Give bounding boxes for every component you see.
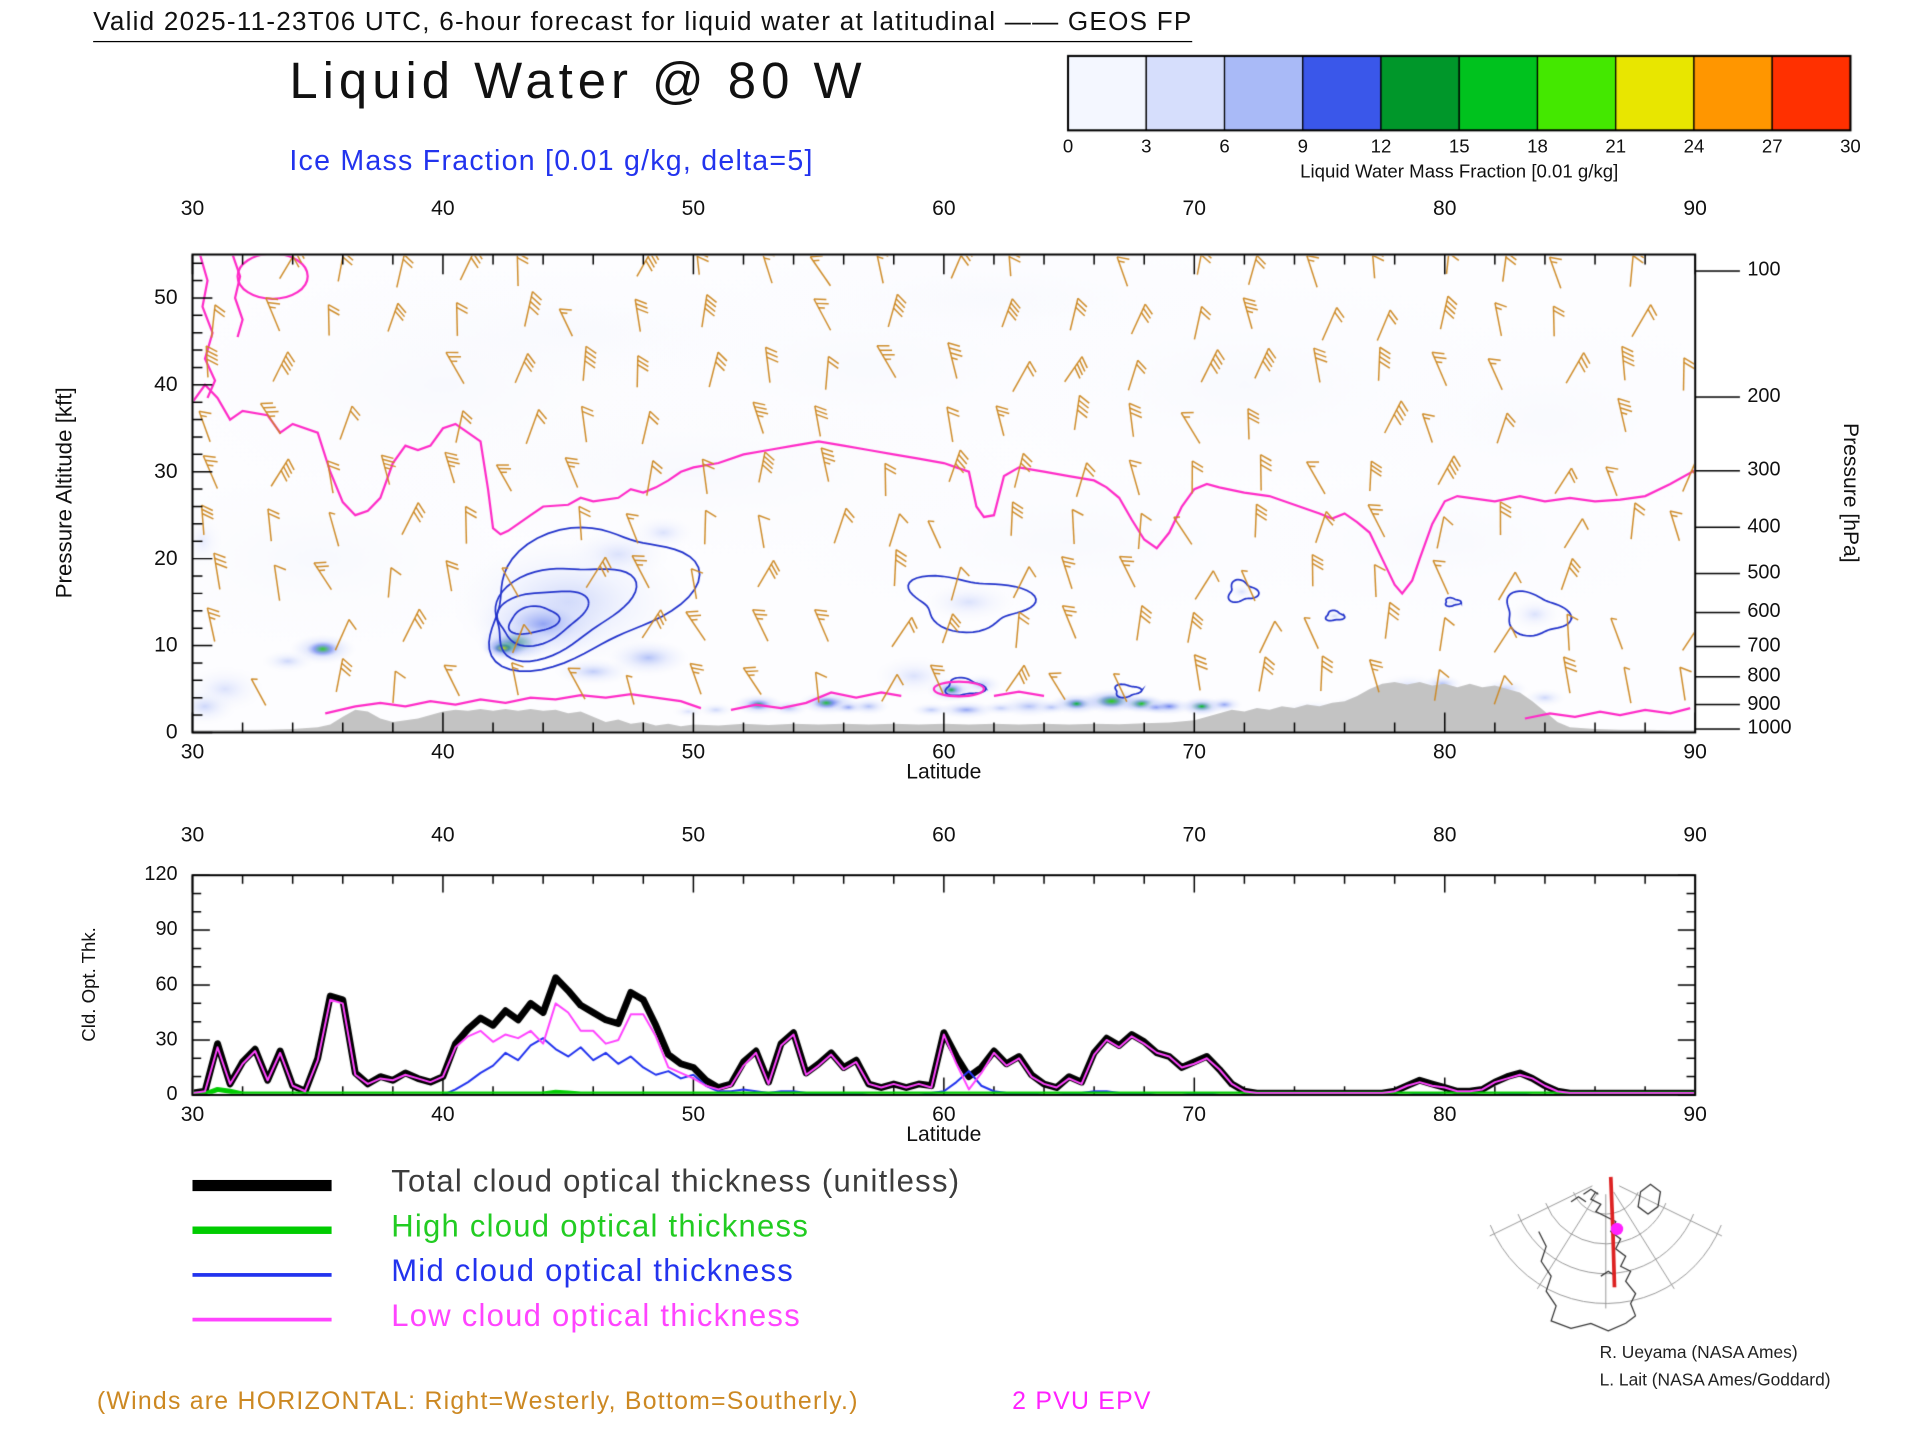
tick-label: 30	[1840, 136, 1861, 158]
tick-label: 700	[1747, 635, 1781, 657]
tick-label: 40	[154, 372, 178, 397]
tick-label: 40	[431, 739, 455, 764]
tick-label: 60	[932, 739, 956, 764]
map-inset	[1496, 1157, 1701, 1343]
x-axis-label-main: Latitude	[906, 759, 982, 784]
tick-label: 30	[180, 196, 205, 220]
epv-label: 2 PVU EPV	[1012, 1387, 1152, 1416]
colorbar-label: Liquid Water Mass Fraction [0.01 g/kg]	[1300, 161, 1619, 183]
tick-label: 200	[1747, 385, 1781, 407]
tick-label: 50	[681, 196, 706, 220]
legend-label-high: High cloud optical thickness	[391, 1209, 810, 1244]
tick-label: 80	[1432, 196, 1457, 220]
page-title: Liquid Water @ 80 W	[289, 52, 867, 110]
tick-label: 0	[166, 1083, 178, 1105]
tick-label: 20	[154, 546, 178, 570]
mid-line-swatch	[192, 1273, 332, 1277]
low-line-swatch	[192, 1317, 332, 1322]
tick-label: 90	[1683, 196, 1707, 220]
tick-label: 60	[932, 196, 956, 220]
legend-label-total: Total cloud optical thickness (unitless)	[391, 1164, 961, 1200]
tick-label: 120	[144, 864, 178, 886]
tick-label: 60	[155, 973, 178, 995]
tick-label: 0	[165, 720, 178, 744]
tick-label: 600	[1747, 601, 1781, 623]
tick-label: 24	[1683, 136, 1705, 158]
tick-label: 50	[154, 285, 178, 310]
tick-label: 90	[1683, 1102, 1707, 1126]
tick-label: 12	[1370, 136, 1392, 158]
tick-label: 18	[1527, 136, 1548, 158]
tick-label: 500	[1747, 562, 1781, 584]
tick-label: 400	[1747, 516, 1781, 538]
tick-label: 10	[154, 633, 178, 657]
tick-label: 100	[1747, 259, 1781, 281]
tick-label: 70	[1182, 196, 1207, 220]
y-axis-label-left: Pressure Altitude [kft]	[51, 387, 77, 599]
tick-label: 60	[932, 823, 956, 847]
credit-line-1: R. Ueyama (NASA Ames)	[1599, 1341, 1798, 1362]
tick-label: 90	[1683, 739, 1707, 764]
tick-label: 50	[681, 739, 706, 764]
tick-label: 300	[1747, 459, 1781, 481]
tick-label: 40	[431, 196, 455, 220]
tick-label: 30	[180, 1102, 205, 1126]
tick-label: 70	[1182, 1102, 1207, 1126]
tick-label: 70	[1182, 823, 1207, 847]
tick-label: 30	[154, 459, 178, 483]
tick-label: 80	[1432, 823, 1457, 847]
tick-label: 40	[431, 1102, 455, 1126]
y-axis-label-optthk: Cld. Opt. Thk.	[78, 927, 100, 1042]
x-axis-label-optthk: Latitude	[906, 1122, 982, 1146]
tick-label: 40	[431, 823, 455, 847]
validity-title: Valid 2025-11-23T06 UTC, 6-hour forecast…	[93, 7, 1193, 43]
winds-note: (Winds are HORIZONTAL: Right=Westerly, B…	[96, 1387, 859, 1416]
legend-label-low: Low cloud optical thickness	[391, 1298, 801, 1334]
tick-label: 80	[1432, 1102, 1457, 1126]
tick-label: 80	[1432, 739, 1457, 764]
tick-label: 27	[1761, 136, 1783, 158]
tick-label: 1000	[1747, 717, 1792, 739]
tick-label: 9	[1297, 136, 1308, 158]
tick-label: 30	[155, 1028, 178, 1050]
tick-label: 15	[1448, 136, 1470, 158]
tick-label: 50	[681, 823, 706, 847]
legend-label-mid: Mid cloud optical thickness	[391, 1253, 795, 1289]
tick-label: 60	[932, 1102, 956, 1126]
tick-label: 900	[1747, 693, 1781, 715]
tick-label: 0	[1062, 136, 1074, 158]
tick-label: 90	[1683, 823, 1707, 847]
tick-label: 70	[1182, 739, 1207, 764]
total-line-swatch	[192, 1179, 332, 1192]
credit-line-2: L. Lait (NASA Ames/Goddard)	[1599, 1369, 1831, 1390]
y-axis-label-right: Pressure [hPa]	[1839, 423, 1863, 563]
tick-label: 800	[1747, 665, 1781, 687]
high-line-swatch	[192, 1226, 332, 1234]
tick-label: 30	[180, 739, 205, 764]
subtitle-ice-mass: Ice Mass Fraction [0.01 g/kg, delta=5]	[289, 144, 814, 177]
tick-label: 30	[180, 823, 205, 847]
tick-label: 90	[155, 918, 178, 941]
tick-label: 3	[1141, 136, 1152, 158]
tick-label: 50	[681, 1102, 706, 1126]
tick-label: 21	[1605, 136, 1627, 158]
tick-label: 6	[1219, 136, 1230, 158]
